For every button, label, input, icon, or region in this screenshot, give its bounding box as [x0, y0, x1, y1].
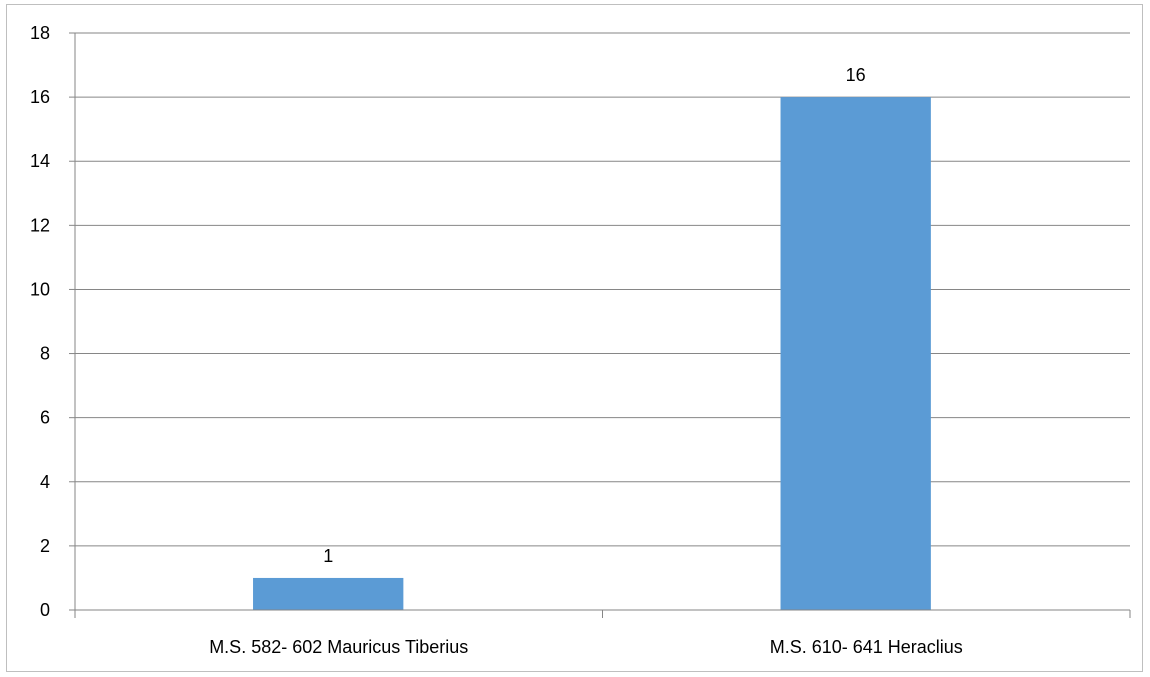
- y-tick-label: 10: [30, 279, 50, 299]
- bars: [253, 97, 931, 611]
- category-label: M.S. 582- 602 Mauricus Tiberius: [209, 637, 468, 657]
- labels: 1 M.S. 582- 602 Mauricus Tiberius 16 M.S. 6…: [209, 65, 963, 657]
- y-tick-label: 14: [30, 151, 50, 171]
- bar-2: [780, 97, 931, 611]
- y-tick-label: 12: [30, 215, 50, 235]
- y-tick-label: 18: [30, 23, 50, 43]
- y-tick-label: 4: [40, 472, 50, 492]
- axes: [74, 33, 1131, 618]
- gridlines: [75, 32, 1130, 547]
- y-tick-label: 8: [40, 344, 50, 364]
- chart-frame: [6, 4, 1143, 672]
- data-label: 16: [846, 65, 866, 85]
- y-tick-label: 16: [30, 87, 50, 107]
- y-axis-ticks: 0 2 4 6 8 10 12 14 16 18: [30, 23, 75, 620]
- category-label: M.S. 610- 641 Heraclius: [770, 637, 963, 657]
- data-label: 1: [323, 546, 333, 566]
- bar-1: [253, 577, 404, 610]
- y-tick-label: 2: [40, 536, 50, 556]
- y-tick-label: 6: [40, 408, 50, 428]
- y-tick-label: 0: [40, 600, 50, 620]
